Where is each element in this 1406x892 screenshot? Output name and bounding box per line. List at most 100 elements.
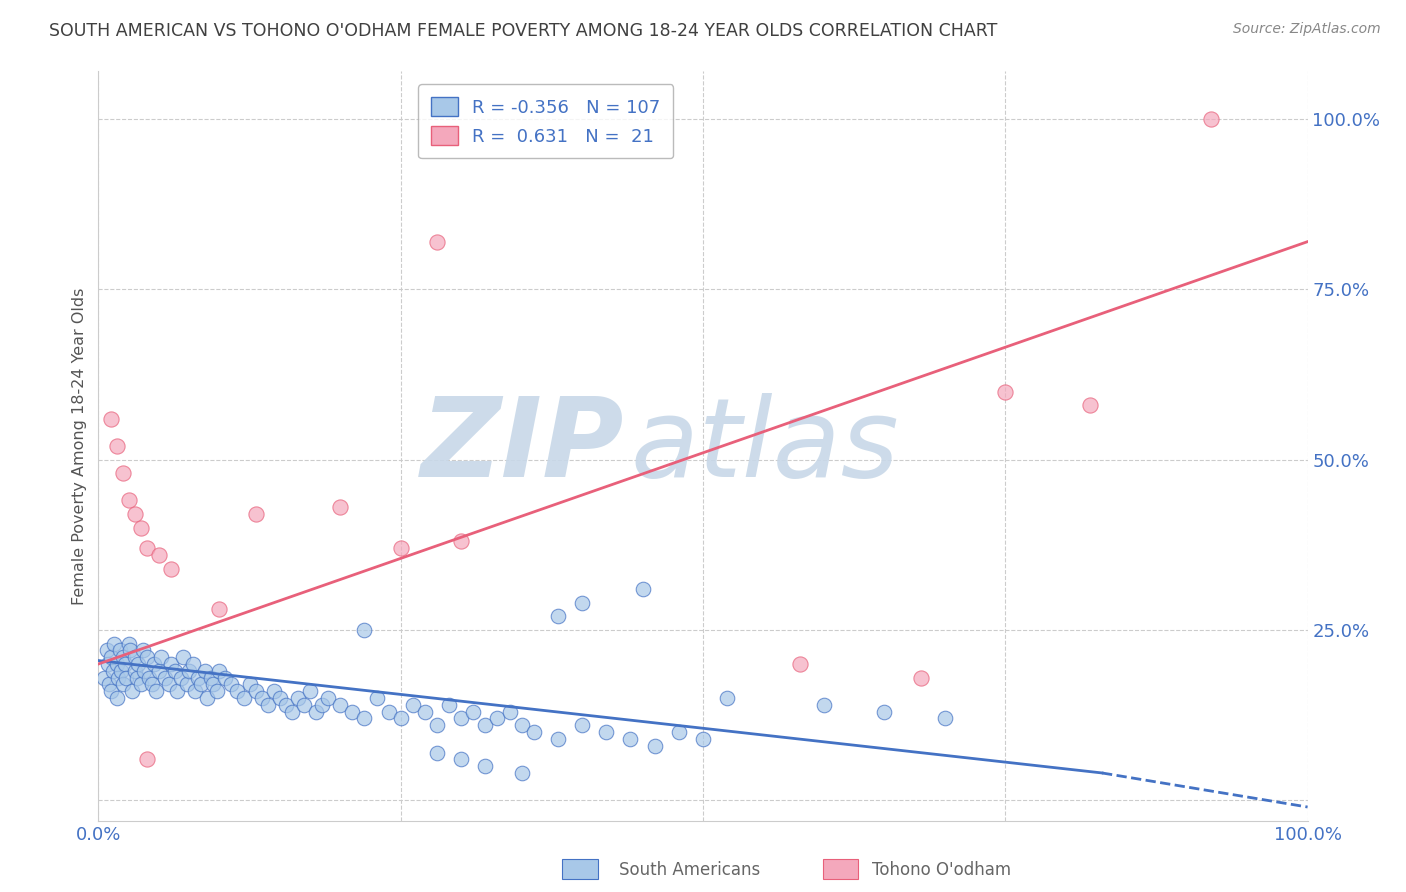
Point	[208, 602, 231, 616]
Point	[486, 711, 509, 725]
Point	[245, 507, 267, 521]
Point	[402, 698, 425, 712]
Point	[232, 691, 254, 706]
Point	[108, 643, 131, 657]
Point	[100, 684, 122, 698]
Point	[498, 705, 520, 719]
Point	[389, 541, 412, 556]
Text: SOUTH AMERICAN VS TOHONO O'ODHAM FEMALE POVERTY AMONG 18-24 YEAR OLDS CORRELATIO: SOUTH AMERICAN VS TOHONO O'ODHAM FEMALE …	[49, 22, 998, 40]
Point	[118, 636, 141, 650]
Point	[226, 684, 249, 698]
Text: Source: ZipAtlas.com: Source: ZipAtlas.com	[1233, 22, 1381, 37]
Point	[184, 684, 207, 698]
Point	[135, 541, 157, 556]
Point	[274, 698, 297, 712]
Point	[124, 507, 146, 521]
Point	[157, 677, 180, 691]
Point	[510, 766, 533, 780]
Point	[311, 698, 333, 712]
Point	[389, 711, 412, 725]
Point	[172, 650, 194, 665]
Point	[110, 664, 132, 678]
Point	[132, 643, 155, 657]
Point	[111, 650, 134, 665]
Point	[127, 671, 149, 685]
Point	[250, 691, 273, 706]
Point	[994, 384, 1017, 399]
Text: Tohono O'odham: Tohono O'odham	[872, 861, 1011, 879]
Point	[366, 691, 388, 706]
Point	[153, 671, 176, 685]
Point	[97, 657, 120, 671]
Point	[105, 691, 128, 706]
Point	[145, 684, 167, 698]
Point	[450, 534, 472, 549]
Point	[98, 677, 121, 691]
Point	[474, 718, 496, 732]
Point	[292, 698, 315, 712]
Point	[103, 636, 125, 650]
Point	[208, 664, 231, 678]
Point	[426, 718, 449, 732]
Point	[111, 677, 134, 691]
Point	[269, 691, 291, 706]
Point	[135, 752, 157, 766]
Point	[195, 691, 218, 706]
Point	[105, 439, 128, 453]
Point	[163, 664, 186, 678]
Point	[305, 705, 328, 719]
Point	[179, 664, 201, 678]
Point	[160, 561, 183, 575]
Point	[239, 677, 262, 691]
Text: South Americans: South Americans	[619, 861, 759, 879]
Point	[329, 500, 352, 515]
Point	[450, 711, 472, 725]
Point	[450, 752, 472, 766]
Point	[96, 643, 118, 657]
Point	[93, 671, 115, 685]
Point	[181, 657, 204, 671]
Point	[166, 684, 188, 698]
Point	[118, 643, 141, 657]
Point	[143, 657, 166, 671]
Point	[138, 671, 160, 685]
Point	[547, 609, 569, 624]
Point	[121, 684, 143, 698]
Point	[1199, 112, 1222, 126]
Point	[245, 684, 267, 698]
Point	[571, 718, 593, 732]
Text: atlas: atlas	[630, 392, 898, 500]
Point	[100, 411, 122, 425]
Point	[263, 684, 285, 698]
Point	[934, 711, 956, 725]
Point	[148, 664, 170, 678]
Point	[619, 731, 641, 746]
Point	[190, 677, 212, 691]
Point	[631, 582, 654, 596]
Point	[342, 705, 364, 719]
Point	[105, 657, 128, 671]
Point	[910, 671, 932, 685]
Point	[437, 698, 460, 712]
Point	[692, 731, 714, 746]
Point	[221, 677, 243, 691]
Point	[107, 671, 129, 685]
Legend: R = -0.356   N = 107, R =  0.631   N =  21: R = -0.356 N = 107, R = 0.631 N = 21	[418, 84, 673, 158]
Point	[118, 493, 141, 508]
Point	[523, 725, 546, 739]
Text: ZIP: ZIP	[420, 392, 624, 500]
Point	[353, 711, 375, 725]
Point	[873, 705, 896, 719]
Point	[100, 650, 122, 665]
Point	[1078, 398, 1101, 412]
Point	[463, 705, 485, 719]
Point	[571, 596, 593, 610]
Point	[141, 677, 163, 691]
Point	[124, 650, 146, 665]
Point	[127, 657, 149, 671]
Point	[716, 691, 738, 706]
Point	[111, 467, 134, 481]
Point	[169, 671, 191, 685]
Point	[377, 705, 399, 719]
Point	[129, 677, 152, 691]
